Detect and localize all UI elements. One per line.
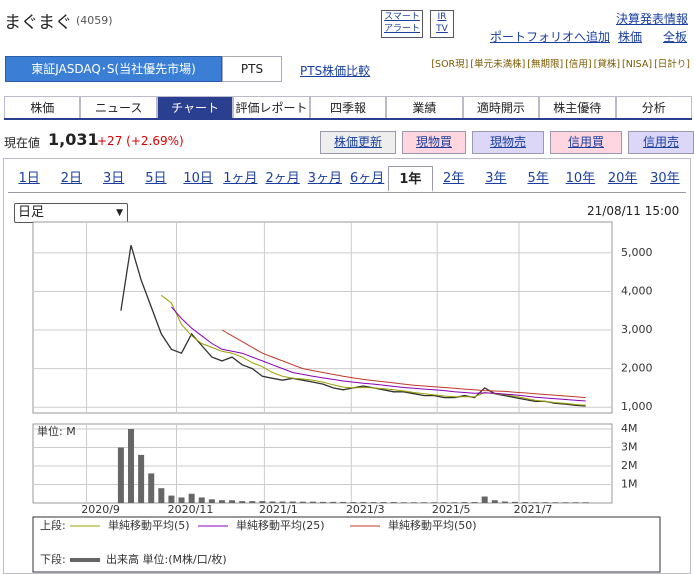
quote-label: 現在値 <box>4 136 41 150</box>
action-button[interactable]: 株価更新 <box>320 131 396 154</box>
period-tab[interactable]: 5日 <box>145 171 167 186</box>
change: +27 (+2.69%) <box>97 134 184 148</box>
link[interactable]: 決算発表情報 <box>616 12 689 26</box>
period-tab[interactable]: 3ヶ月 <box>307 171 343 186</box>
period-tab[interactable]: 1年 <box>388 166 433 192</box>
period-tab[interactable]: 1ヶ月 <box>223 171 258 186</box>
period-tab[interactable]: 10日 <box>183 171 213 186</box>
irtv-button[interactable]: IR TV <box>430 10 454 38</box>
alert-button[interactable]: スマート アラート <box>381 10 423 38</box>
market-tab[interactable]: PTS <box>222 56 282 82</box>
period-tab[interactable]: 2日 <box>60 171 83 186</box>
tag: [単元未満株] <box>470 59 526 70</box>
action-button[interactable]: 現物買 <box>402 131 466 154</box>
price: 1,031 <box>48 130 99 149</box>
nav-tab[interactable]: ニュース <box>80 96 157 118</box>
period-tab[interactable]: 2ヶ月 <box>265 171 300 186</box>
nav-tab[interactable]: 業績 <box>386 96 463 118</box>
link[interactable]: 全板 <box>663 30 688 44</box>
period-tabs: 1日 2日 3日 5日 10日 1ヶ月 2ヶ月 3ヶ月 6ヶ月 1年 2年 3年 5年 10年 20年 30年 <box>8 166 686 193</box>
action-button[interactable]: 現物売 <box>472 131 544 154</box>
period-tab[interactable]: 30年 <box>650 171 680 186</box>
stock-code: (4059) <box>76 14 113 27</box>
label: スマート <box>384 12 420 22</box>
period-tab[interactable]: 3年 <box>485 171 507 186</box>
nav-tab[interactable]: 株価 <box>4 96 81 118</box>
period-tab[interactable]: 10年 <box>565 171 596 186</box>
period-tab[interactable]: 1日 <box>18 171 40 186</box>
link[interactable]: 株価 <box>618 30 643 44</box>
nav-tab[interactable]: 四季報 <box>309 96 387 118</box>
label: TV <box>436 24 448 34</box>
tag: [NISA] <box>622 59 653 70</box>
period-tab[interactable]: 2年 <box>442 171 465 186</box>
period-tab[interactable]: 3日 <box>102 171 125 186</box>
link[interactable]: ポートフォリオへ追加 <box>490 30 611 44</box>
arrow: ▼ <box>116 208 123 218</box>
nav: 株価 ニュース チャート 評価レポート 四季報 業績 適時開示 株主優待 分析 <box>4 96 692 120</box>
action-button[interactable]: 信用売 <box>628 131 694 154</box>
market-tab[interactable]: 東証JASDAQ･S(当社優先市場) <box>5 56 222 82</box>
timestamp: 21/08/11 15:00 <box>587 204 680 218</box>
interval-select[interactable]: 日足 ▼ <box>14 203 128 223</box>
label: IR <box>437 12 447 22</box>
label: 日足 <box>18 205 45 220</box>
tag: [貸株] <box>593 59 621 70</box>
link[interactable]: PTS株価比較 <box>300 64 371 78</box>
tags: [SOR現] [単元未満株] [無期限] [信用] [貸株] [NISA] [日計り] <box>424 58 690 72</box>
tag: [無期限] <box>527 59 564 70</box>
period-tab[interactable]: 6ヶ月 <box>349 171 385 186</box>
tag: [信用] <box>565 59 592 70</box>
tag: [日計り] <box>654 59 690 70</box>
nav-tab[interactable]: 適時開示 <box>462 96 540 118</box>
tag: [SOR現] <box>431 59 469 70</box>
action-button[interactable]: 信用買 <box>550 131 622 154</box>
stock-name: まぐまぐ <box>4 13 72 33</box>
nav-tab[interactable]: 評価レポート <box>233 96 310 118</box>
nav-tab[interactable]: 株主優待 <box>539 96 616 118</box>
period-tab[interactable]: 20年 <box>607 171 638 186</box>
period-tab[interactable]: 5年 <box>527 171 549 186</box>
label: アラート <box>383 24 420 34</box>
nav-tab[interactable]: チャート <box>156 96 234 118</box>
nav-tab[interactable]: 分析 <box>615 96 692 118</box>
